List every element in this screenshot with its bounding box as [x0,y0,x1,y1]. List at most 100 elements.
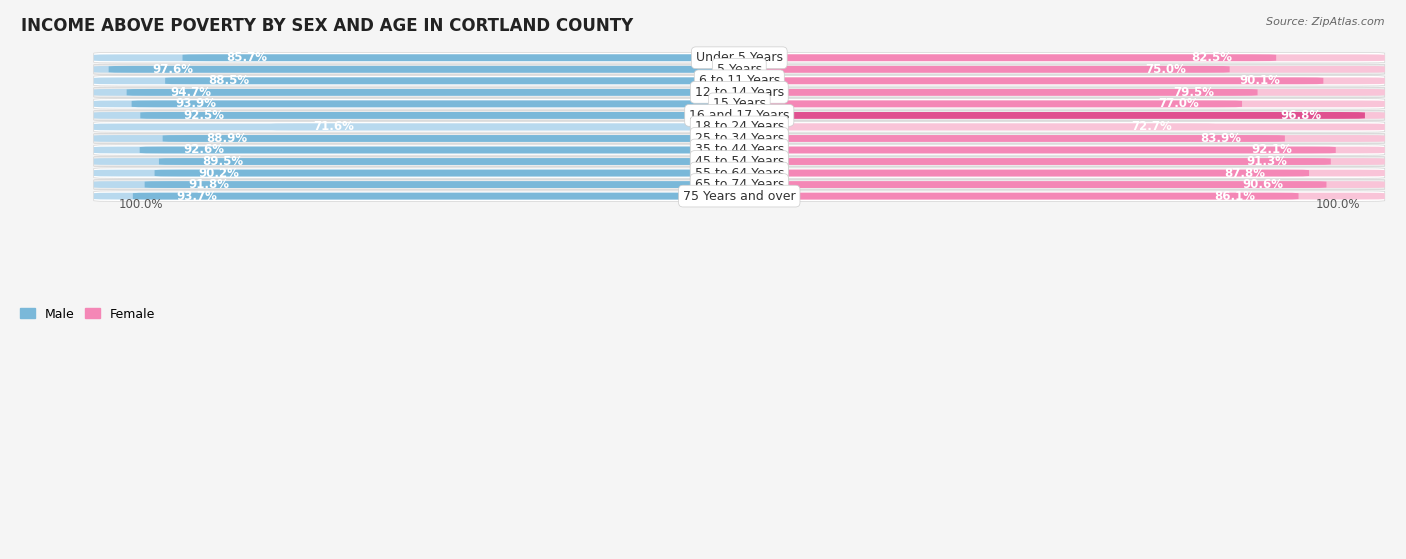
FancyBboxPatch shape [714,193,1385,200]
FancyBboxPatch shape [94,168,1385,178]
Text: 96.8%: 96.8% [1281,109,1322,122]
FancyBboxPatch shape [163,135,763,142]
FancyBboxPatch shape [139,146,763,153]
FancyBboxPatch shape [714,124,1215,130]
FancyBboxPatch shape [714,112,1365,119]
Text: 82.5%: 82.5% [1192,51,1233,64]
FancyBboxPatch shape [714,170,1309,177]
FancyBboxPatch shape [132,101,763,107]
FancyBboxPatch shape [159,158,763,165]
FancyBboxPatch shape [134,193,763,200]
FancyBboxPatch shape [94,110,1385,121]
FancyBboxPatch shape [94,146,763,153]
FancyBboxPatch shape [94,124,763,130]
FancyBboxPatch shape [94,193,763,200]
Text: 83.9%: 83.9% [1201,132,1241,145]
Text: 25 to 34 Years: 25 to 34 Years [695,132,785,145]
FancyBboxPatch shape [165,78,763,84]
FancyBboxPatch shape [94,53,1385,63]
FancyBboxPatch shape [714,158,1331,165]
FancyBboxPatch shape [94,112,763,119]
FancyBboxPatch shape [94,87,1385,97]
FancyBboxPatch shape [714,101,1385,107]
FancyBboxPatch shape [94,191,1385,201]
FancyBboxPatch shape [714,170,1385,177]
FancyBboxPatch shape [714,158,1385,165]
FancyBboxPatch shape [714,112,1385,119]
FancyBboxPatch shape [94,158,763,165]
Text: 91.3%: 91.3% [1247,155,1288,168]
FancyBboxPatch shape [714,66,1230,73]
Text: 5 Years: 5 Years [717,63,762,76]
FancyBboxPatch shape [94,133,1385,144]
FancyBboxPatch shape [94,170,763,177]
FancyBboxPatch shape [155,170,763,177]
FancyBboxPatch shape [94,101,763,107]
Text: 79.5%: 79.5% [1173,86,1215,99]
Text: 88.9%: 88.9% [207,132,247,145]
FancyBboxPatch shape [714,193,1299,200]
Text: 87.8%: 87.8% [1225,167,1265,179]
Text: 92.5%: 92.5% [184,109,225,122]
FancyBboxPatch shape [714,146,1385,153]
FancyBboxPatch shape [94,135,763,142]
FancyBboxPatch shape [714,66,1385,73]
FancyBboxPatch shape [714,54,1277,61]
Text: 16 and 17 Years: 16 and 17 Years [689,109,789,122]
FancyBboxPatch shape [183,54,763,61]
Text: Under 5 Years: Under 5 Years [696,51,783,64]
Text: INCOME ABOVE POVERTY BY SEX AND AGE IN CORTLAND COUNTY: INCOME ABOVE POVERTY BY SEX AND AGE IN C… [21,17,633,35]
Text: 90.2%: 90.2% [198,167,239,179]
Text: 71.6%: 71.6% [314,120,354,134]
Text: 65 to 74 Years: 65 to 74 Years [695,178,785,191]
FancyBboxPatch shape [94,181,763,188]
Text: 93.7%: 93.7% [176,190,217,202]
Text: 72.7%: 72.7% [1132,120,1171,134]
Text: 35 to 44 Years: 35 to 44 Years [695,144,785,157]
FancyBboxPatch shape [714,135,1285,142]
FancyBboxPatch shape [94,99,1385,109]
Text: 100.0%: 100.0% [118,198,163,211]
FancyBboxPatch shape [714,78,1385,84]
Text: 92.1%: 92.1% [1251,144,1292,157]
Text: 12 to 14 Years: 12 to 14 Years [695,86,783,99]
Text: 85.7%: 85.7% [226,51,267,64]
FancyBboxPatch shape [714,181,1385,188]
FancyBboxPatch shape [94,157,1385,167]
FancyBboxPatch shape [94,78,763,84]
FancyBboxPatch shape [714,89,1385,96]
Text: Source: ZipAtlas.com: Source: ZipAtlas.com [1267,17,1385,27]
FancyBboxPatch shape [714,54,1385,61]
FancyBboxPatch shape [94,64,1385,74]
Text: 91.8%: 91.8% [188,178,229,191]
Text: 92.6%: 92.6% [183,144,224,157]
Text: 18 to 24 Years: 18 to 24 Years [695,120,785,134]
Text: 15 Years: 15 Years [713,97,766,110]
Text: 94.7%: 94.7% [170,86,211,99]
FancyBboxPatch shape [145,181,763,188]
FancyBboxPatch shape [714,89,1257,96]
Text: 90.6%: 90.6% [1241,178,1284,191]
FancyBboxPatch shape [94,145,1385,155]
Text: 77.0%: 77.0% [1157,97,1198,110]
Text: 75.0%: 75.0% [1146,63,1187,76]
FancyBboxPatch shape [94,75,1385,86]
FancyBboxPatch shape [108,66,763,73]
FancyBboxPatch shape [714,124,1385,130]
Text: 86.1%: 86.1% [1213,190,1256,202]
FancyBboxPatch shape [94,179,1385,190]
Text: 90.1%: 90.1% [1239,74,1279,87]
FancyBboxPatch shape [714,101,1241,107]
FancyBboxPatch shape [141,112,763,119]
FancyBboxPatch shape [94,66,763,73]
Text: 89.5%: 89.5% [202,155,243,168]
Text: 97.6%: 97.6% [152,63,193,76]
Text: 88.5%: 88.5% [208,74,250,87]
Text: 93.9%: 93.9% [176,97,217,110]
FancyBboxPatch shape [127,89,763,96]
FancyBboxPatch shape [714,181,1326,188]
FancyBboxPatch shape [270,124,763,130]
Text: 45 to 54 Years: 45 to 54 Years [695,155,785,168]
Text: 6 to 11 Years: 6 to 11 Years [699,74,780,87]
Legend: Male, Female: Male, Female [15,302,160,325]
